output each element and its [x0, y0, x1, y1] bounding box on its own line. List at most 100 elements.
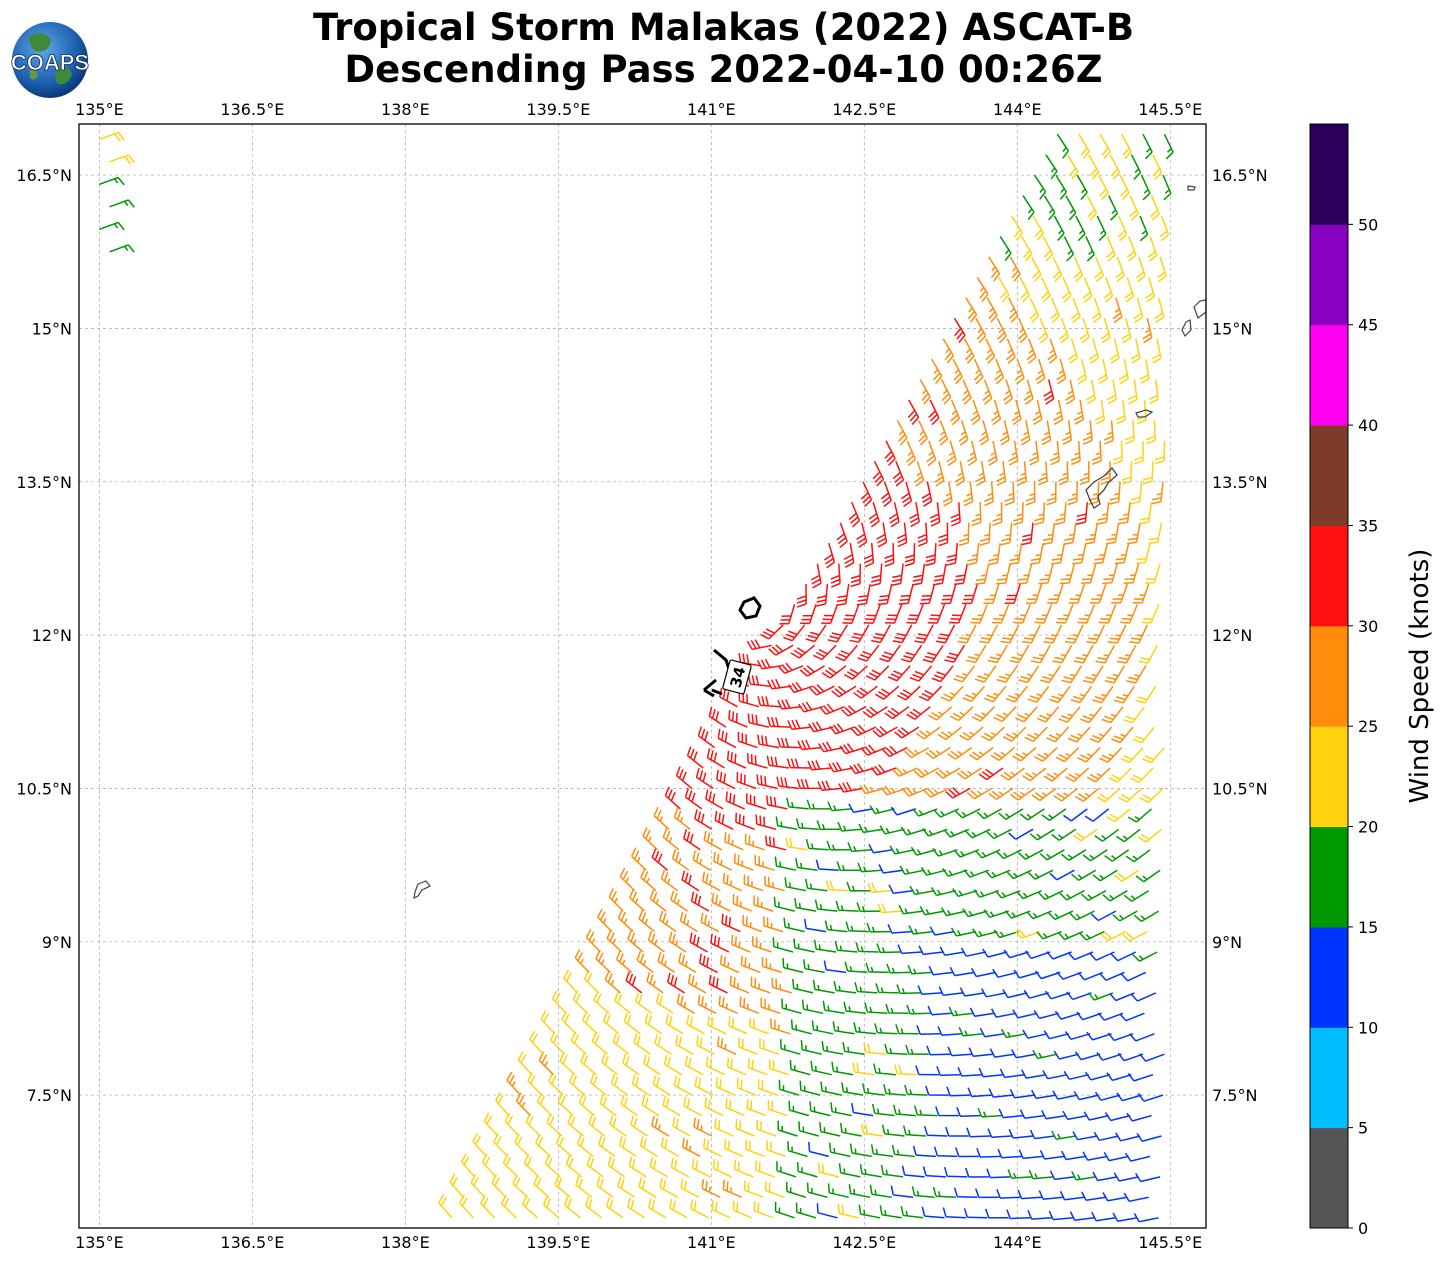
wind-barb — [739, 996, 760, 1014]
wind-barb — [1007, 1169, 1032, 1179]
wind-barb — [904, 1084, 928, 1096]
wind-barb — [779, 1039, 801, 1055]
wind-barb — [999, 1068, 1025, 1079]
wind-barb — [543, 1195, 560, 1219]
wind-barb — [480, 1194, 496, 1219]
wind-barb — [930, 886, 957, 897]
lat-ticks-right: 16.5°N 15°N 13.5°N 12°N 10.5°N 9°N 7.5°N — [1212, 166, 1268, 1105]
lat-tick-label: 9°N — [1212, 933, 1242, 952]
wind-barb — [1103, 277, 1114, 303]
wind-barb — [1144, 563, 1161, 584]
lon-tick-label: 145.5°E — [1138, 1233, 1202, 1252]
wind-barb — [1008, 1128, 1034, 1139]
wind-barb — [795, 1202, 817, 1219]
chart-title-line1: Tropical Storm Malakas (2022) ASCAT-B — [312, 6, 1135, 49]
wind-barb — [1062, 1110, 1088, 1121]
wind-barb — [760, 624, 784, 640]
wind-barb — [744, 833, 765, 851]
wind-barb — [1092, 685, 1114, 704]
wind-barb — [1082, 1151, 1108, 1161]
wind-barb — [1043, 195, 1056, 221]
wind-barb — [1105, 522, 1120, 545]
wind-barb — [1047, 583, 1064, 604]
wind-barb — [1009, 644, 1030, 664]
wind-barb — [703, 830, 723, 851]
wind-barb — [856, 902, 881, 913]
wind-barb — [1000, 767, 1025, 781]
wind-barb — [1058, 706, 1081, 723]
wind-barb — [983, 583, 1000, 605]
wind-barb — [1139, 215, 1149, 242]
wind-barb — [984, 869, 1011, 879]
wind-barb — [783, 917, 805, 933]
wind-barb — [1133, 1213, 1159, 1223]
storm-center-marker — [738, 596, 762, 620]
wind-barb — [967, 440, 978, 467]
wind-barb — [984, 1208, 1009, 1219]
wind-barb — [808, 721, 834, 733]
colorbar-tick-label: 30 — [1358, 617, 1378, 636]
wind-barb — [1117, 215, 1128, 242]
wind-barb — [870, 1144, 894, 1158]
wind-barb — [938, 420, 949, 446]
wind-barb — [935, 1106, 959, 1117]
lat-tick-label: 9°N — [42, 933, 72, 952]
wind-barb — [818, 741, 844, 753]
wind-barb — [879, 644, 901, 663]
wind-barb — [1094, 1091, 1121, 1101]
wind-barb — [854, 982, 878, 994]
wind-barb — [772, 937, 794, 953]
wind-barb — [1053, 215, 1065, 242]
wind-barb — [906, 604, 924, 624]
wind-barb — [880, 1164, 904, 1178]
wind-barb — [1118, 502, 1131, 525]
wind-barb — [619, 867, 636, 892]
wind-barb — [1098, 604, 1117, 624]
wind-barb — [1096, 1051, 1122, 1061]
wind-barb — [1095, 644, 1116, 664]
wind-barb — [1118, 787, 1143, 803]
wind-barb — [810, 563, 822, 589]
wind-barb — [898, 904, 924, 915]
wind-barb — [847, 842, 872, 853]
wind-barb — [728, 709, 748, 728]
wind-barb — [535, 1133, 551, 1157]
wind-barb — [890, 806, 917, 816]
wind-barb — [1011, 1049, 1037, 1059]
wind-barb — [1100, 317, 1111, 344]
wind-barb — [985, 338, 996, 364]
wind-barb — [913, 1105, 938, 1117]
wind-barb — [1133, 440, 1144, 465]
wind-barb — [460, 1153, 476, 1178]
wind-barb — [608, 888, 624, 912]
wind-barb — [922, 828, 948, 837]
wind-barb — [1033, 1010, 1059, 1020]
wind-barb — [1137, 1093, 1164, 1102]
wind-barb — [976, 1147, 1001, 1158]
wind-barb — [997, 1148, 1022, 1159]
wind-barb — [574, 949, 590, 973]
wind-barb — [495, 1092, 510, 1117]
lon-tick-label: 139.5°E — [526, 100, 590, 119]
wind-barb — [767, 1099, 788, 1117]
wind-barb — [887, 924, 912, 934]
wind-barb — [946, 1086, 971, 1097]
wind-barb — [809, 684, 835, 696]
wind-barb — [812, 979, 835, 994]
wind-barb — [963, 338, 975, 364]
wind-barb — [899, 865, 925, 875]
wind-barb — [660, 869, 678, 892]
wind-barb — [1102, 890, 1128, 902]
wind-barb — [1156, 256, 1167, 283]
wind-barb — [536, 1092, 553, 1117]
wind-barb — [787, 719, 812, 730]
wind-barb — [828, 761, 854, 773]
wind-barb — [668, 931, 687, 953]
wind-barb — [963, 1208, 988, 1219]
wind-barb — [963, 481, 974, 507]
wind-barb — [764, 1181, 785, 1199]
wind-barb — [904, 543, 916, 567]
wind-barb — [892, 624, 913, 644]
lon-tick-label: 145.5°E — [1138, 100, 1202, 119]
wind-barb — [1094, 399, 1105, 425]
